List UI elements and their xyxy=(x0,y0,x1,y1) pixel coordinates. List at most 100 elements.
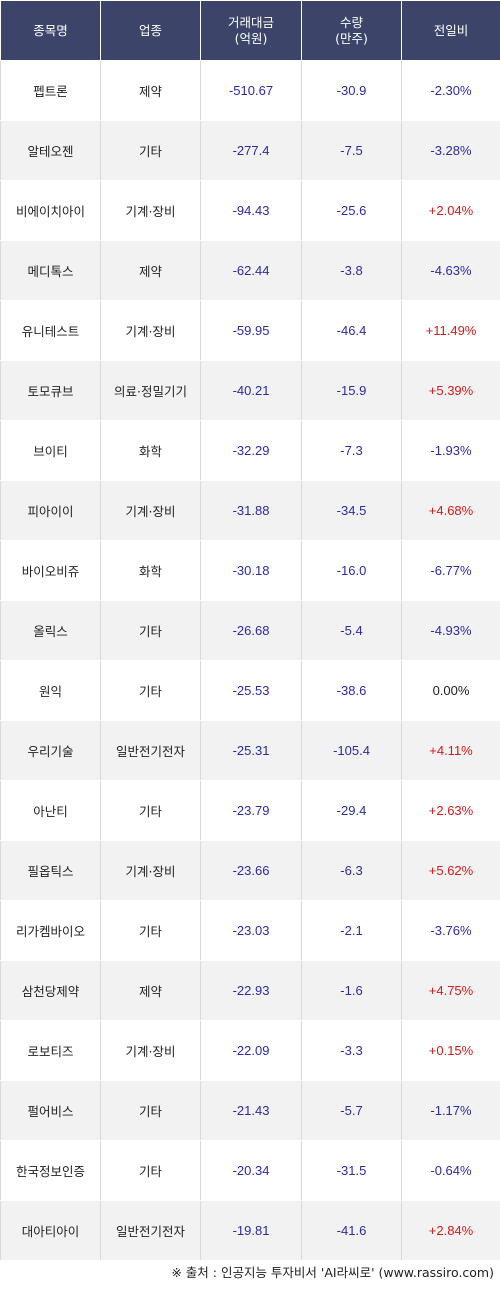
table-row: 유니테스트 기계·장비 -59.95 -46.4 +11.49% xyxy=(0,300,500,361)
table-row: 대아티아이 일반전기전자 -19.81 -41.6 +2.84% xyxy=(0,1200,500,1261)
cell-stock-name: 펩트론 xyxy=(0,60,101,121)
cell-change: -4.63% xyxy=(401,240,500,301)
header-volume: 수량 (만주) xyxy=(301,0,402,61)
table-row: 로보티즈 기계·장비 -22.09 -3.3 +0.15% xyxy=(0,1020,500,1081)
cell-volume: -5.4 xyxy=(301,600,402,661)
cell-volume: -3.8 xyxy=(301,240,402,301)
table-row: 알테오젠 기타 -277.4 -7.5 -3.28% xyxy=(0,120,500,181)
cell-sector: 의료·정밀기기 xyxy=(100,360,201,421)
cell-stock-name: 토모큐브 xyxy=(0,360,101,421)
header-volume-line1: 수량 xyxy=(339,14,363,30)
cell-trade-amount: -21.43 xyxy=(200,1080,302,1141)
table-body: 펩트론 제약 -510.67 -30.9 -2.30% 알테오젠 기타 -277.4 -7.5-… xyxy=(0,60,500,1261)
cell-stock-name: 비에이치아이 xyxy=(0,180,101,241)
cell-stock-name: 알테오젠 xyxy=(0,120,101,181)
cell-sector: 기계·장비 xyxy=(100,300,201,361)
header-amount: 거래대금 (억원) xyxy=(200,0,302,61)
cell-sector: 기타 xyxy=(100,600,201,661)
cell-trade-amount: -23.66 xyxy=(200,840,302,901)
cell-stock-name: 리가켐바이오 xyxy=(0,900,101,961)
cell-change: -4.93% xyxy=(401,600,500,661)
cell-volume: -6.3 xyxy=(301,840,402,901)
cell-volume: -15.9 xyxy=(301,360,402,421)
cell-change: +2.04% xyxy=(401,180,500,241)
cell-change: +4.68% xyxy=(401,480,500,541)
cell-volume: -34.5 xyxy=(301,480,402,541)
cell-trade-amount: -19.81 xyxy=(200,1200,302,1261)
cell-sector: 제약 xyxy=(100,60,201,121)
cell-stock-name: 우리기술 xyxy=(0,720,101,781)
cell-change: -3.28% xyxy=(401,120,500,181)
header-sector: 업종 xyxy=(100,0,201,61)
table-row: 삼천당제약 제약 -22.93 -1.6 +4.75% xyxy=(0,960,500,1021)
cell-volume: -5.7 xyxy=(301,1080,402,1141)
cell-stock-name: 바이오비쥬 xyxy=(0,540,101,601)
cell-sector: 기타 xyxy=(100,780,201,841)
header-volume-line2: (만주) xyxy=(335,30,368,46)
cell-sector: 화학 xyxy=(100,540,201,601)
cell-trade-amount: -26.68 xyxy=(200,600,302,661)
cell-change: +2.84% xyxy=(401,1200,500,1261)
cell-stock-name: 로보티즈 xyxy=(0,1020,101,1081)
table-row: 우리기술 일반전기전자 -25.31 -105.4 +4.11% xyxy=(0,720,500,781)
cell-sector: 기계·장비 xyxy=(100,840,201,901)
table-row: 메디톡스 제약 -62.44 -3.8 -4.63% xyxy=(0,240,500,301)
cell-trade-amount: -22.93 xyxy=(200,960,302,1021)
cell-sector: 기타 xyxy=(100,660,201,721)
table-row: 아난티 기타 -23.79 -29.4 +2.63% xyxy=(0,780,500,841)
cell-trade-amount: -277.4 xyxy=(200,120,302,181)
cell-trade-amount: -32.29 xyxy=(200,420,302,481)
cell-trade-amount: -23.79 xyxy=(200,780,302,841)
cell-trade-amount: -23.03 xyxy=(200,900,302,961)
table-row: 필옵틱스 기계·장비 -23.66 -6.3 +5.62% xyxy=(0,840,500,901)
cell-sector: 기계·장비 xyxy=(100,180,201,241)
cell-trade-amount: -510.67 xyxy=(200,60,302,121)
cell-sector: 기타 xyxy=(100,900,201,961)
cell-change: +4.11% xyxy=(401,720,500,781)
cell-change: 0.00% xyxy=(401,660,500,721)
cell-change: +5.39% xyxy=(401,360,500,421)
cell-change: -2.30% xyxy=(401,60,500,121)
cell-sector: 기타 xyxy=(100,1140,201,1201)
table-row: 리가켐바이오 기타 -23.03 -2.1 -3.76% xyxy=(0,900,500,961)
table-row: 브이티 화학 -32.29 -7.3 -1.93% xyxy=(0,420,500,481)
cell-volume: -30.9 xyxy=(301,60,402,121)
cell-trade-amount: -40.21 xyxy=(200,360,302,421)
cell-change: +4.75% xyxy=(401,960,500,1021)
header-amount-line1: 거래대금 xyxy=(227,14,274,30)
header-amount-line2: (억원) xyxy=(234,30,268,46)
cell-volume: -7.5 xyxy=(301,120,402,181)
cell-change: -1.93% xyxy=(401,420,500,481)
cell-stock-name: 아난티 xyxy=(0,780,101,841)
table-row: 토모큐브 의료·정밀기기 -40.21 -15.9 +5.39% xyxy=(0,360,500,421)
cell-volume: -3.3 xyxy=(301,1020,402,1081)
table-row: 펩트론 제약 -510.67 -30.9 -2.30% xyxy=(0,60,500,121)
cell-change: -0.64% xyxy=(401,1140,500,1201)
cell-trade-amount: -25.53 xyxy=(200,660,302,721)
cell-change: -6.77% xyxy=(401,540,500,601)
cell-volume: -16.0 xyxy=(301,540,402,601)
cell-volume: -25.6 xyxy=(301,180,402,241)
cell-change: -1.17% xyxy=(401,1080,500,1141)
cell-sector: 화학 xyxy=(100,420,201,481)
cell-volume: -38.6 xyxy=(301,660,402,721)
table-row: 원익 기타 -25.53 -38.6 0.00% xyxy=(0,660,500,721)
cell-volume: -7.3 xyxy=(301,420,402,481)
cell-stock-name: 피아이이 xyxy=(0,480,101,541)
cell-change: +0.15% xyxy=(401,1020,500,1081)
table-row: 한국정보인증 기타 -20.34 -31.5 -0.64% xyxy=(0,1140,500,1201)
header-row: 종목명 업종 거래대금 (억원) 수량 (만주) 전일비 xyxy=(0,0,500,61)
cell-sector: 일반전기전자 xyxy=(100,1200,201,1261)
header-change: 전일비 xyxy=(401,0,500,61)
cell-sector: 기타 xyxy=(100,120,201,181)
source-note: ※ 출처 : 인공지능 투자비서 'AI라씨로' (www.rassiro.co… xyxy=(171,1265,494,1280)
cell-volume: -46.4 xyxy=(301,300,402,361)
cell-stock-name: 대아티아이 xyxy=(0,1200,101,1261)
cell-trade-amount: -30.18 xyxy=(200,540,302,601)
cell-volume: -1.6 xyxy=(301,960,402,1021)
cell-sector: 기계·장비 xyxy=(100,1020,201,1081)
cell-stock-name: 펄어비스 xyxy=(0,1080,101,1141)
cell-stock-name: 원익 xyxy=(0,660,101,721)
cell-stock-name: 올릭스 xyxy=(0,600,101,661)
